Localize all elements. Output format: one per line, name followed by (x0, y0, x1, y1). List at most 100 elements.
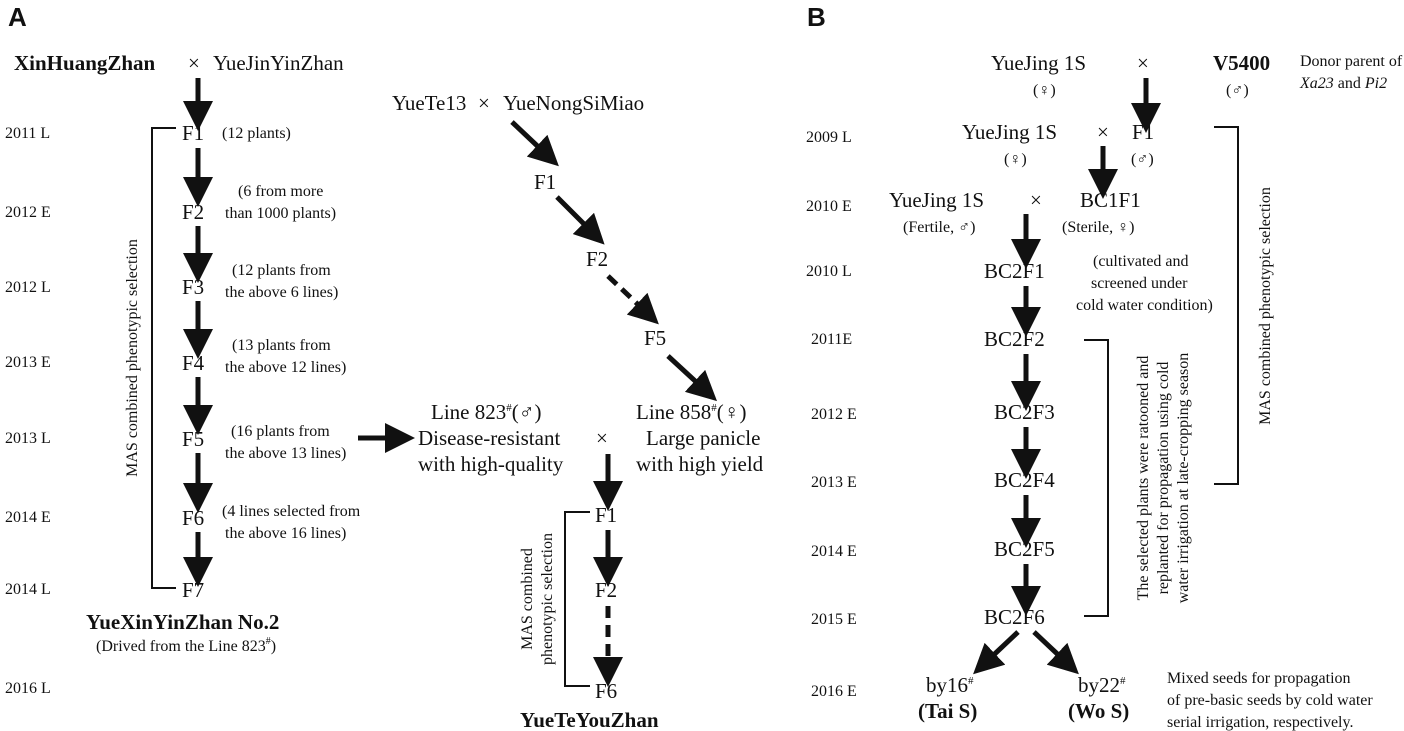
panel-b-arrows (973, 78, 1161, 675)
gene-xa23: Xa23 (1299, 75, 1334, 92)
gene-pi2: Pi2 (1364, 75, 1387, 92)
gen-bc2f5: BC2F5 (994, 537, 1055, 561)
arrow (510, 120, 559, 167)
year-label: 2012 L (5, 279, 51, 296)
selection-bracket (151, 127, 176, 589)
cross-symbol: × (1097, 120, 1109, 144)
line-by22: by22# (1078, 673, 1126, 697)
gen-bc1f1: BC1F1 (1080, 188, 1141, 212)
gen-f1: F1 (182, 121, 204, 145)
note: the above 6 lines) (225, 284, 338, 301)
tai-s: (Tai S) (918, 699, 977, 723)
selection-bracket (564, 511, 590, 687)
gen-f1: F1 (534, 170, 556, 194)
ratoon-bracket (1084, 339, 1109, 617)
parent-yuenongsimiao: YueNongSiMiao (503, 91, 644, 115)
year-label: 2013 E (811, 474, 857, 491)
result-note-text: (Drived from the Line 823 (96, 638, 266, 655)
panel-b-years: 2009 L 2010 E 2010 L 2011E 2012 E 2013 E… (806, 129, 857, 700)
bracket-label: phenotypic selection (539, 533, 556, 665)
cold-note: (cultivated and (1093, 253, 1189, 270)
result-note-end: ) (271, 638, 276, 655)
year-label: 2009 L (806, 129, 852, 146)
cross-symbol: × (1030, 188, 1042, 212)
year-label: 2010 E (806, 198, 852, 215)
year-label: 2014 L (5, 581, 51, 598)
gen-bc2f4: BC2F4 (994, 468, 1055, 492)
year-label: 2016 L (5, 680, 51, 697)
arrow (666, 354, 718, 402)
panel-a-years: 2011 L 2012 E 2012 L 2013 E 2013 L 2014 … (5, 125, 51, 697)
parent-yuete13: YueTe13 (392, 91, 466, 115)
line-823-name: Line 823 (431, 400, 506, 424)
cross-symbol: × (1137, 51, 1149, 75)
gen-bc2f3: BC2F3 (994, 400, 1055, 424)
note: (12 plants) (222, 125, 291, 142)
gen-bc2f6: BC2F6 (984, 605, 1045, 629)
sup-mark: # (711, 402, 717, 414)
parent-xinhuangzhan: XinHuangZhan (14, 51, 156, 75)
panel-b-label: B (807, 2, 826, 32)
ratoon-label: water irrigation at late-cropping season (1175, 353, 1192, 604)
note: than 1000 plants) (225, 205, 336, 222)
panel-a-notes: (12 plants) (6 from more than 1000 plant… (222, 125, 361, 542)
parent-yuejing-1s: YueJing 1S (991, 51, 1086, 75)
sex-male: (♂) (1131, 151, 1154, 168)
line-858-desc2: with high yield (636, 452, 764, 476)
selection-bracket (1214, 126, 1239, 485)
line-858-desc1: Large panicle (646, 426, 760, 450)
year-label: 2014 E (811, 543, 857, 560)
line-by16: by16# (926, 673, 974, 697)
gen-f2: F2 (182, 200, 204, 224)
note: (13 plants from (232, 337, 331, 354)
year-label: 2011 L (5, 125, 50, 142)
result-note: (Drived from the Line 823#) (96, 636, 276, 655)
panel-a-arrows (183, 78, 415, 587)
donor-genes: Xa23 and Pi2 (1299, 75, 1387, 92)
ratoon-label: The selected plants were ratooned and (1135, 356, 1152, 601)
year-label: 2013 E (5, 354, 51, 371)
gen-f5: F5 (182, 427, 204, 451)
year-label: 2014 E (5, 509, 51, 526)
note: the above 16 lines) (225, 525, 346, 542)
by16-name: by16 (926, 673, 968, 697)
year-label: 2015 E (811, 611, 857, 628)
final-note: of pre-basic seeds by cold water (1167, 692, 1373, 709)
panel-a-generations: F1 F2 F3 F4 F5 F6 F7 (182, 121, 205, 602)
sup-mark: # (266, 636, 271, 647)
year-label: 2013 L (5, 430, 51, 447)
panel-a-right-cross: YueTe13 × YueNongSiMiao F1 F2 F5 (392, 91, 666, 350)
line-858-name: Line 858 (636, 400, 711, 424)
gen-f6: F6 (182, 506, 204, 530)
arrow (973, 630, 1020, 675)
result-yueteyouzhan: YueTeYouZhan (520, 708, 659, 731)
sup-mark: # (506, 402, 512, 414)
year-label: 2011E (811, 331, 852, 348)
parent-yuejinyinzhan: YueJinYinZhan (213, 51, 344, 75)
sup-mark: # (968, 675, 974, 687)
line-823-sex: (♂) (512, 400, 542, 424)
parent-yuejing-1s: YueJing 1S (962, 120, 1057, 144)
year-label: 2012 E (5, 204, 51, 221)
bracket-label: MAS combined (519, 548, 536, 650)
note: the above 13 lines) (225, 445, 346, 462)
donor-note: Donor parent of (1300, 53, 1403, 70)
gen-f3: F3 (182, 275, 204, 299)
parent-v5400: V5400 (1213, 51, 1270, 75)
cross-symbol: × (188, 51, 200, 75)
note: (4 lines selected from (222, 503, 361, 520)
panel-a-top-cross: XinHuangZhan × YueJinYinZhan (14, 51, 344, 75)
gen-f2: F2 (595, 578, 617, 602)
sex-female: (♀) (1004, 151, 1027, 168)
cross-symbol: × (596, 426, 608, 450)
note: (16 plants from (231, 423, 330, 440)
sex-sterile-female: (Sterile, ♀) (1062, 219, 1134, 236)
bracket-label: MAS combined phenotypic selection (124, 239, 141, 477)
line-823-desc2: with high-quality (418, 452, 564, 476)
and-text: and (1334, 75, 1365, 92)
result-yuexinyinzhan: YueXinYinZhan No.2 (86, 610, 279, 634)
note: (12 plants from (232, 262, 331, 279)
ratoon-label: replanted for propagation using cold (1155, 362, 1172, 595)
arrow (1032, 630, 1079, 675)
